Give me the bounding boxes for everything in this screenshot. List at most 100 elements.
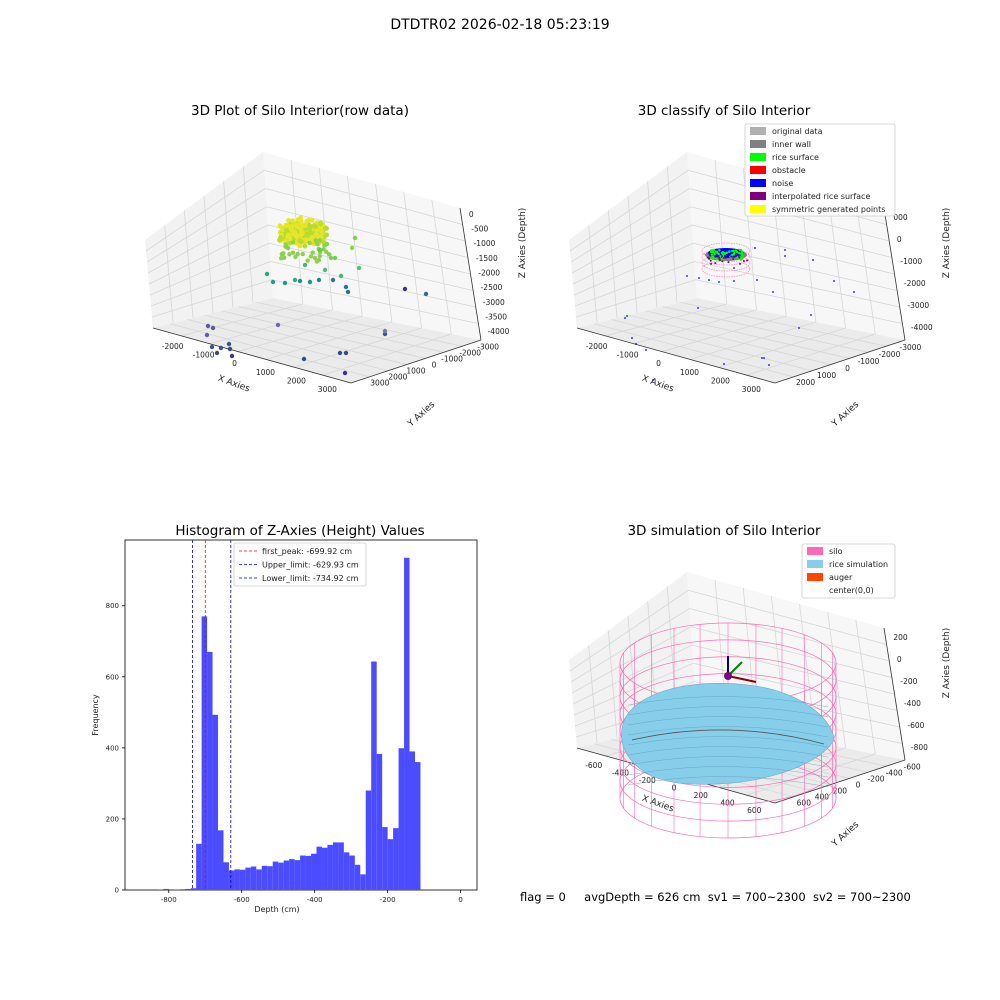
panel2-left-pane xyxy=(569,152,697,328)
panel1-point xyxy=(322,267,328,273)
panel1-point xyxy=(321,247,326,252)
panel2-grid-line xyxy=(695,279,903,324)
panel1-point xyxy=(356,265,362,271)
panel2-rice-point xyxy=(731,249,734,253)
panel4-grid-line xyxy=(572,644,693,705)
panel4-legend-label: center(0,0) xyxy=(829,586,874,595)
panel2-grid-line xyxy=(573,242,694,296)
panel2-legend-label: interpolated rice surface xyxy=(772,192,870,201)
panel3-histogram-bar xyxy=(256,869,262,890)
status-footer: flag = 0 avgDepth = 626 cm sv1 = 700~230… xyxy=(520,890,911,904)
panel1-grid-line xyxy=(187,319,389,372)
panel2-noise-point xyxy=(733,267,735,269)
panel2-floor-pane xyxy=(577,298,905,383)
panel1-point xyxy=(264,271,270,277)
panel4-grid-line xyxy=(746,753,876,796)
panel1-z-axis-label: Z Axies (Depth) xyxy=(518,208,528,279)
panel2-grid-line xyxy=(570,188,690,263)
panel2-legend-label: rice surface xyxy=(772,153,819,162)
panel1-grid-line xyxy=(322,333,452,376)
panel4-y-tick-label: -200 xyxy=(868,775,885,784)
panel2-noise-point xyxy=(686,275,688,277)
panel2-interp-point xyxy=(738,256,741,259)
panel1-point xyxy=(289,224,295,230)
panel2-grid-line xyxy=(628,314,831,365)
panel2-y-tick-label: -3000 xyxy=(900,343,922,352)
panel1-point xyxy=(204,332,210,338)
panel2-legend-swatch xyxy=(750,140,766,148)
panel3-x-tick-label: -800 xyxy=(161,896,177,904)
panel3-histogram-bar xyxy=(218,830,224,890)
panel2-silo-ring xyxy=(701,248,751,266)
panel2-rice-point xyxy=(719,255,722,258)
panel4-x-tick-label: 600 xyxy=(747,806,762,815)
panel2-legend-label: inner wall xyxy=(772,140,811,149)
panel2-interp-point xyxy=(714,255,717,258)
panel1-point xyxy=(312,255,318,261)
panel4-legend-label: rice simulation xyxy=(829,560,888,569)
panel2-x-tick-label: -1000 xyxy=(617,351,639,360)
panel2-rice-point xyxy=(709,257,713,260)
panel3-legend-label: Upper_limit: -629.93 cm xyxy=(262,561,359,570)
panel4-x-tick-label: -200 xyxy=(639,776,656,785)
panel1-point xyxy=(307,227,313,233)
panel1-point xyxy=(290,250,296,255)
panel1-grid-line xyxy=(271,279,479,324)
panel2-interp-point xyxy=(742,260,745,263)
panel1-point xyxy=(302,262,308,268)
panel1-y-tick-label: -1000 xyxy=(441,355,463,364)
panel3-plot-area xyxy=(124,539,478,891)
panel1-point xyxy=(290,240,296,245)
panel1-x-tick-label: 2000 xyxy=(287,376,306,385)
panel2-legend-swatch xyxy=(750,153,766,161)
panel2-rice-point xyxy=(732,253,736,256)
panel4-surface-mesh xyxy=(627,736,829,748)
panel1-point xyxy=(282,280,288,286)
panel4-y-axis-line xyxy=(774,759,906,804)
panel1-point xyxy=(299,239,304,245)
panel2-title: 3D classify of Silo Interior xyxy=(637,103,811,119)
panel2-x-tick-label: 3000 xyxy=(742,385,761,394)
panel1-grid-line xyxy=(264,169,463,225)
panel4-center-marker xyxy=(724,672,732,680)
panel4-legend-box xyxy=(801,543,896,599)
panel4-y-axis-label: Y Axies xyxy=(829,820,861,850)
panel1-point xyxy=(352,235,358,241)
panel2-silo-ring xyxy=(701,254,751,272)
panel3-histogram-bar xyxy=(376,753,383,890)
panel4-grid-line xyxy=(691,644,895,695)
panel2-legend-swatch xyxy=(750,179,766,187)
panel4-z-tick-label: -800 xyxy=(911,743,928,752)
panel3-histogram-bar xyxy=(289,859,295,890)
panel3-histogram-bar xyxy=(327,844,333,890)
panel1-grid-line xyxy=(255,301,463,347)
panel1-point xyxy=(316,277,322,283)
panel2-legend-label: noise xyxy=(772,179,793,188)
panel2-interp-point xyxy=(746,259,749,262)
panel3-histogram-bar xyxy=(360,874,366,890)
panel3-histogram-bar xyxy=(332,842,339,890)
panel1-point xyxy=(286,218,291,223)
panel4-legend-label: auger xyxy=(829,573,853,582)
panel3-histogram-bar xyxy=(245,867,251,890)
panel3-histogram-bar xyxy=(371,661,377,890)
panel3-histogram-bar xyxy=(414,762,421,890)
panel1-point xyxy=(282,238,288,244)
panel2-interp-point xyxy=(710,262,713,265)
panel2-noise-point xyxy=(763,357,765,359)
panel4-surface-mesh xyxy=(627,766,829,778)
panel1-z-axis-line xyxy=(459,207,482,341)
panel1-z-tick-label: -3500 xyxy=(485,313,507,322)
panel3-histogram-bar xyxy=(300,855,306,890)
panel2-interp-point xyxy=(721,255,724,258)
panel3-histogram-bar xyxy=(163,888,169,890)
panel2-z-tick-label: -4000 xyxy=(911,323,933,332)
panel2-z-tick-label: 0 xyxy=(897,235,902,244)
panel4-z-tick-label: -400 xyxy=(904,699,921,708)
panel2-rice-point xyxy=(734,249,738,252)
panel2-noise-point xyxy=(833,280,835,282)
panel2-rice-point xyxy=(728,250,731,253)
panel1-grid-line xyxy=(209,309,333,345)
panel2-legend-swatch xyxy=(750,205,766,213)
sv1-text: sv1 = 700~2300 xyxy=(707,890,806,904)
